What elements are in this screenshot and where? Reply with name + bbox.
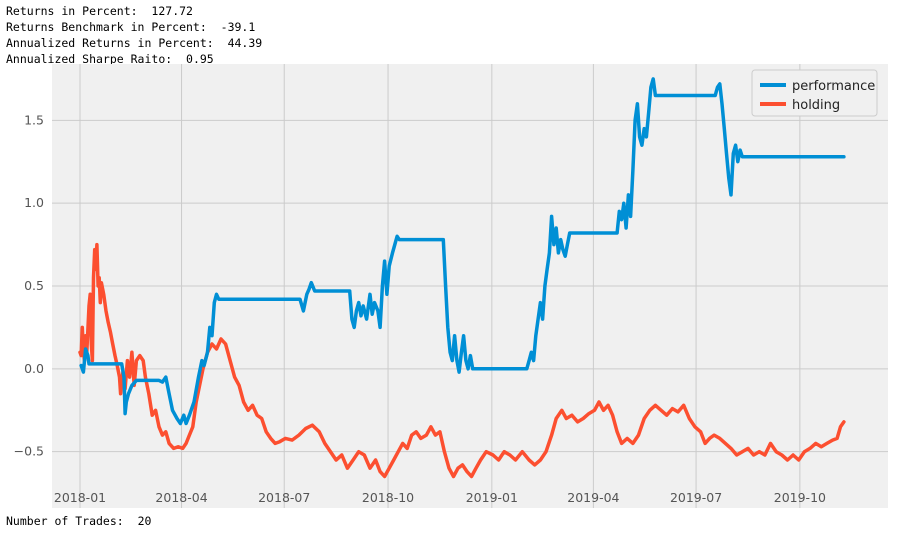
annualized-label: Annualized Returns in Percent: [6, 36, 221, 50]
legend-label-holding: holding [792, 98, 840, 113]
annualized-value: 44.39 [227, 36, 263, 50]
grid [52, 64, 888, 508]
returns-line: Returns in Percent: 127.72 [6, 3, 262, 19]
sharpe-line: Annualized Sharpe Raito: 0.95 [6, 51, 262, 67]
x-tick-label: 2018-01 [54, 490, 106, 505]
annualized-line: Annualized Returns in Percent: 44.39 [6, 35, 262, 51]
series-line-holding [78, 242, 846, 479]
x-tick-label: 2019-04 [567, 490, 619, 505]
returns-value: 127.72 [151, 4, 193, 18]
x-tick-label: 2018-04 [155, 490, 207, 505]
y-tick-label: −0.5 [14, 444, 44, 459]
series-line-performance [79, 77, 846, 426]
trades-line: Number of Trades: 20 [6, 513, 151, 529]
y-tick-label: 1.5 [24, 112, 44, 127]
x-tick-label: 2018-07 [258, 490, 310, 505]
series-lines [78, 77, 846, 479]
benchmark-value: -39.1 [220, 20, 256, 34]
x-tick-label: 2019-07 [670, 490, 722, 505]
stats-block: Returns in Percent: 127.72 Returns Benchm… [6, 3, 262, 67]
y-tick-label: 0.5 [24, 278, 44, 293]
sharpe-label: Annualized Sharpe Raito: [6, 52, 180, 66]
y-tick-label: 0.0 [24, 361, 44, 376]
x-axis: 2018-01 2018-04 2018-07 2018-10 2019-01 2019-… [54, 490, 826, 505]
legend-label-performance: performance [792, 79, 875, 94]
benchmark-line: Returns Benchmark in Percent: -39.1 [6, 19, 262, 35]
trades-value: 20 [137, 514, 152, 528]
returns-label: Returns in Percent: [6, 4, 145, 18]
x-tick-label: 2019-10 [774, 490, 826, 505]
x-tick-label: 2018-10 [362, 490, 414, 505]
legend: performance holding [751, 69, 878, 117]
y-tick-label: 1.0 [24, 195, 44, 210]
y-axis: −0.5 0.0 0.5 1.0 1.5 [14, 112, 44, 458]
sharpe-value: 0.95 [186, 52, 214, 66]
benchmark-label: Returns Benchmark in Percent: [6, 20, 214, 34]
x-tick-label: 2019-01 [466, 490, 518, 505]
trades-label: Number of Trades: [6, 514, 131, 528]
